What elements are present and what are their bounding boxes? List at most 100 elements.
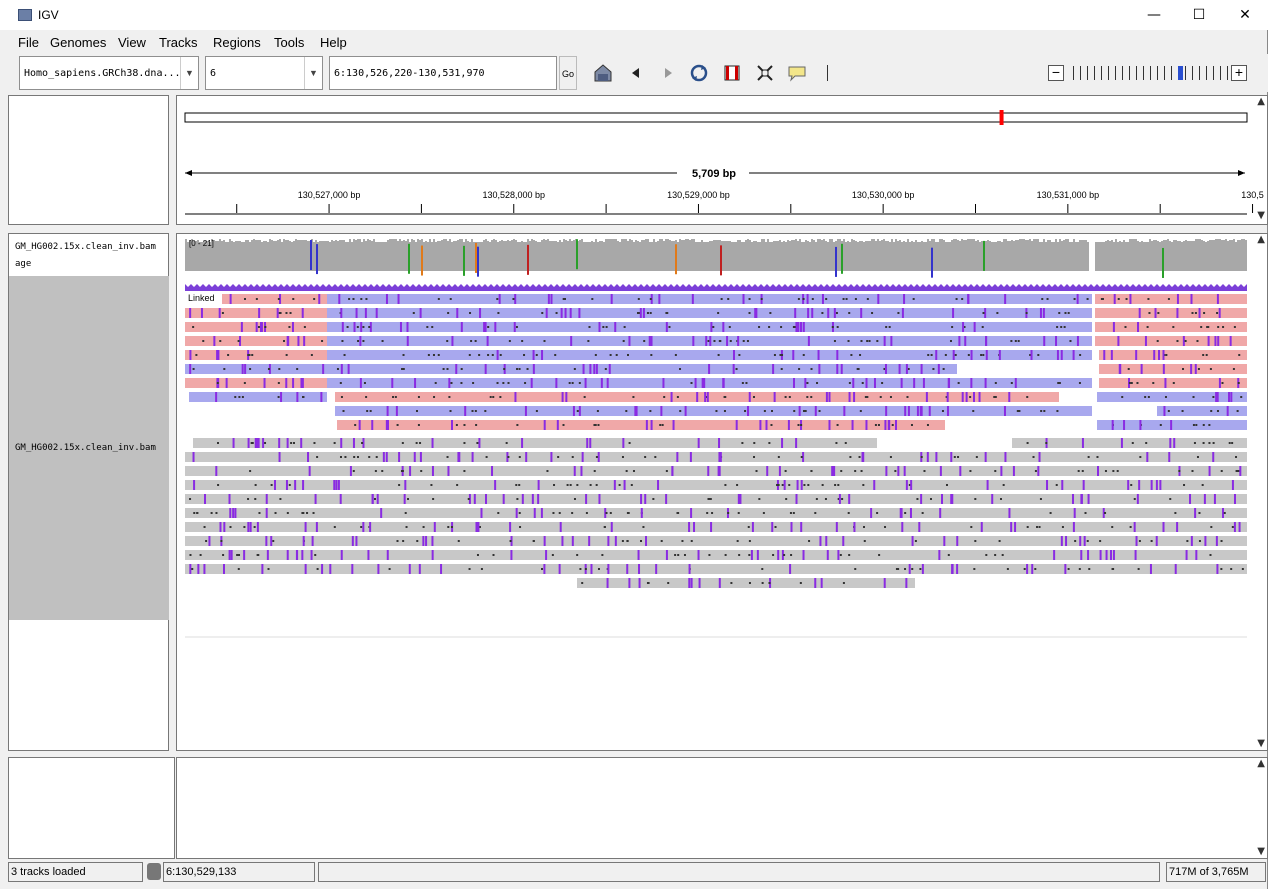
insertion-mark bbox=[648, 336, 651, 346]
insertion-mark bbox=[301, 378, 304, 388]
coverage-track-subname: age bbox=[15, 259, 32, 269]
mismatch-mark bbox=[591, 298, 594, 300]
insertion-mark bbox=[286, 438, 289, 448]
scroll-down-icon[interactable]: ▼ bbox=[1257, 738, 1265, 749]
go-button[interactable]: Go bbox=[559, 56, 577, 90]
insertion-mark bbox=[905, 480, 908, 490]
linked-summary-bar bbox=[551, 284, 557, 291]
linked-summary-bar bbox=[641, 284, 647, 291]
roi-icon[interactable] bbox=[722, 63, 742, 83]
mismatch-mark bbox=[456, 484, 459, 486]
chromosome-select[interactable]: 6 ▼ bbox=[205, 56, 323, 90]
coverage-gap bbox=[761, 238, 763, 239]
mismatch-mark bbox=[661, 424, 664, 426]
insertion-mark bbox=[532, 364, 535, 374]
insertion-mark bbox=[571, 536, 574, 546]
ruler[interactable]: 5,709 bp 130,527,000 bp 130,528,000 bp 130… bbox=[177, 96, 1267, 224]
menu-help[interactable]: Help bbox=[320, 35, 347, 50]
insertion-mark bbox=[243, 550, 246, 560]
menu-genomes[interactable]: Genomes bbox=[50, 35, 107, 50]
insertion-mark bbox=[1038, 452, 1041, 462]
forward-icon[interactable] bbox=[658, 63, 678, 83]
mismatch-mark bbox=[272, 540, 275, 542]
mismatch-mark bbox=[1210, 410, 1213, 412]
menu-regions[interactable]: Regions bbox=[213, 35, 261, 50]
mismatch-mark bbox=[313, 442, 316, 444]
coverage-track-name[interactable]: GM_HG002.15x.clean_inv.bam bbox=[15, 242, 156, 252]
linked-summary-bar bbox=[365, 284, 371, 291]
coverage-gap bbox=[309, 238, 311, 241]
coverage-gap bbox=[1013, 238, 1015, 241]
insertion-mark bbox=[642, 308, 645, 318]
coverage-gap bbox=[939, 238, 941, 239]
genome-select[interactable]: Homo_sapiens.GRCh38.dna... ▼ bbox=[19, 56, 199, 90]
linked-summary-bar bbox=[389, 284, 395, 291]
popup-info-icon[interactable] bbox=[787, 63, 807, 83]
insertion-mark bbox=[1144, 336, 1147, 346]
locus-search-input[interactable]: 6:130,526,220-130,531,970 bbox=[329, 56, 557, 90]
menu-file[interactable]: File bbox=[18, 35, 39, 50]
minimize-button[interactable]: — bbox=[1147, 7, 1161, 23]
mismatch-mark bbox=[904, 512, 907, 514]
scroll-up-icon[interactable]: ▲ bbox=[1257, 96, 1265, 107]
fit-icon[interactable] bbox=[755, 63, 775, 83]
mismatch-mark bbox=[747, 526, 750, 528]
insertion-mark bbox=[1159, 480, 1162, 490]
zoom-slider-thumb[interactable] bbox=[1178, 66, 1183, 80]
coverage-gap bbox=[285, 238, 287, 240]
mismatch-mark bbox=[264, 326, 267, 328]
mismatch-mark bbox=[980, 354, 983, 356]
insertion-mark bbox=[460, 322, 463, 332]
linked-summary-bar bbox=[209, 284, 215, 291]
linked-summary-bar bbox=[1223, 284, 1229, 291]
coverage-gap bbox=[1147, 238, 1149, 242]
mismatch-mark bbox=[769, 312, 772, 314]
coverage-gap bbox=[187, 238, 189, 242]
coverage-gap bbox=[781, 238, 783, 242]
mismatch-mark bbox=[368, 456, 371, 458]
insertion-mark bbox=[321, 564, 324, 574]
insertion-mark bbox=[247, 438, 250, 448]
alignment-view[interactable]: [0 - 21] Linked bbox=[177, 234, 1247, 750]
mismatch-mark bbox=[847, 512, 850, 514]
insertion-mark bbox=[1137, 322, 1140, 332]
coverage-gap bbox=[1037, 238, 1039, 239]
linked-read bbox=[327, 350, 1092, 360]
menu-tracks[interactable]: Tracks bbox=[159, 35, 198, 50]
zoom-in-button[interactable]: + bbox=[1231, 65, 1247, 81]
coverage-gap bbox=[915, 238, 917, 240]
coverage-gap bbox=[457, 238, 459, 240]
scroll-down-icon[interactable]: ▼ bbox=[1257, 846, 1265, 857]
maximize-button[interactable]: ☐ bbox=[1192, 7, 1206, 23]
insertion-mark bbox=[595, 364, 598, 374]
insertion-mark bbox=[478, 438, 481, 448]
home-icon[interactable] bbox=[593, 63, 613, 83]
scroll-up-icon[interactable]: ▲ bbox=[1257, 758, 1265, 769]
coverage-gap bbox=[1133, 238, 1135, 239]
mismatch-mark bbox=[788, 484, 791, 486]
linked-summary-bar bbox=[1157, 284, 1163, 291]
insertion-mark bbox=[274, 480, 277, 490]
mismatch-mark bbox=[776, 484, 779, 486]
zoom-slider[interactable] bbox=[1073, 66, 1233, 80]
linked-read bbox=[185, 350, 327, 360]
back-icon[interactable] bbox=[626, 63, 646, 83]
insertion-mark bbox=[240, 322, 243, 332]
insertion-mark bbox=[806, 294, 809, 304]
refresh-icon[interactable] bbox=[689, 63, 709, 83]
coverage-gap bbox=[493, 238, 495, 239]
mismatch-mark bbox=[496, 298, 499, 300]
menu-tools[interactable]: Tools bbox=[274, 35, 305, 50]
zoom-out-button[interactable]: − bbox=[1048, 65, 1064, 81]
insertion-mark bbox=[939, 508, 942, 518]
scroll-down-icon[interactable]: ▼ bbox=[1257, 210, 1265, 221]
menu-view[interactable]: View bbox=[118, 35, 146, 50]
close-button[interactable]: ✕ bbox=[1239, 7, 1251, 23]
zoom-tick bbox=[1185, 66, 1186, 80]
mismatch-mark bbox=[450, 382, 453, 384]
scroll-up-icon[interactable]: ▲ bbox=[1257, 234, 1265, 245]
mismatch-mark bbox=[1181, 410, 1184, 412]
alignment-track-name-area[interactable]: GM_HG002.15x.clean_inv.bam bbox=[9, 276, 169, 620]
mismatch-mark bbox=[781, 484, 784, 486]
linked-summary-bar bbox=[1079, 284, 1085, 291]
